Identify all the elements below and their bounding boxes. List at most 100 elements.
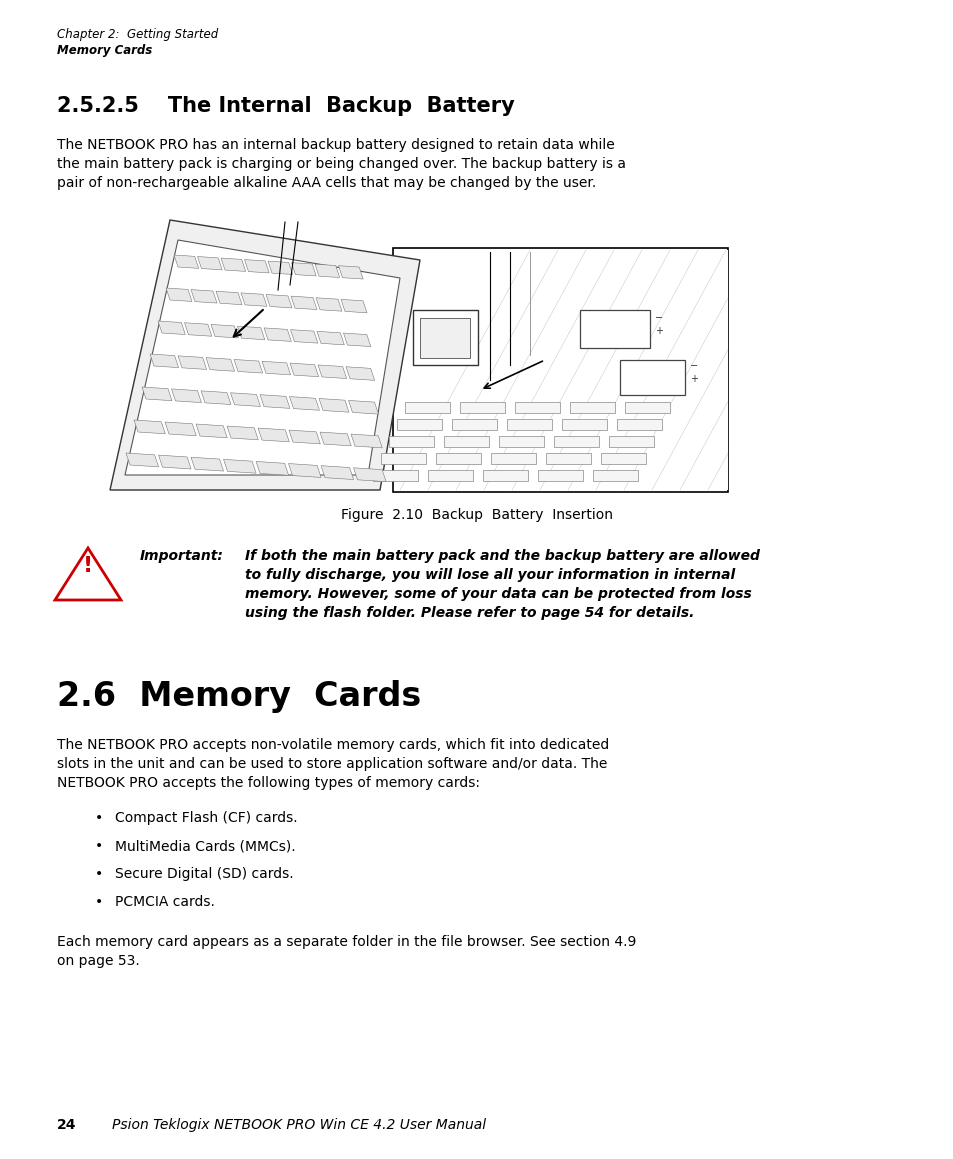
Polygon shape (292, 263, 315, 276)
Bar (554, 436, 598, 447)
Bar (389, 436, 434, 447)
Polygon shape (197, 256, 222, 270)
Text: 2.5.2.5    The Internal  Backup  Battery: 2.5.2.5 The Internal Backup Battery (57, 96, 515, 116)
Bar (569, 402, 615, 413)
Polygon shape (268, 261, 293, 275)
Polygon shape (244, 260, 269, 272)
Polygon shape (348, 400, 378, 414)
Text: −: − (655, 313, 662, 323)
Text: to fully discharge, you will lose all your information in internal: to fully discharge, you will lose all yo… (245, 568, 735, 582)
Polygon shape (133, 420, 165, 433)
Bar (428, 471, 473, 481)
Polygon shape (172, 389, 201, 402)
Bar (413, 309, 477, 365)
Polygon shape (241, 293, 267, 306)
Text: using the flash folder. Please refer to page 54 for details.: using the flash folder. Please refer to … (245, 606, 694, 620)
Polygon shape (142, 387, 172, 401)
Polygon shape (173, 255, 198, 269)
Polygon shape (291, 297, 316, 309)
Polygon shape (320, 466, 354, 480)
Polygon shape (351, 435, 382, 447)
Bar (419, 318, 470, 358)
Text: •: • (95, 867, 103, 881)
Polygon shape (399, 250, 727, 490)
Text: the main battery pack is charging or being changed over. The backup battery is a: the main battery pack is charging or bei… (57, 156, 625, 172)
Text: Memory Cards: Memory Cards (57, 44, 152, 57)
Text: If both the main battery pack and the backup battery are allowed: If both the main battery pack and the ba… (245, 549, 760, 563)
Text: Important:: Important: (140, 549, 224, 563)
Text: Chapter 2:  Getting Started: Chapter 2: Getting Started (57, 28, 218, 41)
Bar (561, 420, 606, 430)
Polygon shape (317, 365, 346, 379)
Polygon shape (319, 432, 351, 446)
Polygon shape (318, 399, 349, 413)
Polygon shape (178, 356, 207, 370)
Text: •: • (95, 811, 103, 825)
Text: pair of non-rechargeable alkaline AAA cells that may be changed by the user.: pair of non-rechargeable alkaline AAA ce… (57, 176, 596, 190)
Polygon shape (221, 258, 246, 271)
Text: Each memory card appears as a separate folder in the file browser. See section 4: Each memory card appears as a separate f… (57, 935, 636, 949)
Bar (600, 453, 645, 464)
Text: The NETBOOK PRO accepts non-volatile memory cards, which fit into dedicated: The NETBOOK PRO accepts non-volatile mem… (57, 738, 609, 752)
Polygon shape (315, 298, 341, 311)
Polygon shape (288, 464, 321, 478)
Bar (537, 471, 582, 481)
Text: PCMCIA cards.: PCMCIA cards. (115, 895, 214, 909)
Polygon shape (255, 461, 289, 475)
Polygon shape (195, 424, 227, 438)
Text: MultiMedia Cards (MMCs).: MultiMedia Cards (MMCs). (115, 839, 295, 853)
Polygon shape (354, 468, 386, 482)
Polygon shape (165, 422, 196, 436)
Text: on page 53.: on page 53. (57, 954, 139, 968)
Bar (624, 402, 669, 413)
Bar (380, 453, 426, 464)
Bar (617, 420, 661, 430)
Bar (482, 471, 527, 481)
Polygon shape (343, 333, 371, 347)
Bar (608, 436, 654, 447)
Bar (545, 453, 590, 464)
Polygon shape (233, 359, 262, 373)
Polygon shape (237, 326, 265, 340)
Polygon shape (289, 430, 320, 444)
Polygon shape (184, 322, 212, 336)
Bar (443, 436, 489, 447)
Polygon shape (166, 287, 192, 301)
Bar (436, 453, 480, 464)
Polygon shape (290, 363, 318, 377)
Bar (593, 471, 638, 481)
Polygon shape (291, 329, 317, 343)
Bar (498, 436, 543, 447)
Polygon shape (266, 294, 292, 308)
Text: The NETBOOK PRO has an internal backup battery designed to retain data while: The NETBOOK PRO has an internal backup b… (57, 138, 614, 152)
Text: NETBOOK PRO accepts the following types of memory cards:: NETBOOK PRO accepts the following types … (57, 777, 479, 790)
Bar (405, 402, 450, 413)
Polygon shape (227, 427, 258, 439)
Polygon shape (55, 548, 121, 600)
Polygon shape (206, 358, 234, 371)
Polygon shape (125, 240, 399, 475)
Polygon shape (264, 328, 291, 342)
Polygon shape (257, 428, 289, 442)
Polygon shape (289, 396, 319, 410)
Polygon shape (260, 395, 290, 408)
Polygon shape (158, 321, 185, 335)
Bar (452, 420, 497, 430)
Text: •: • (95, 895, 103, 909)
Text: Secure Digital (SD) cards.: Secure Digital (SD) cards. (115, 867, 294, 881)
Text: slots in the unit and can be used to store application software and/or data. The: slots in the unit and can be used to sto… (57, 757, 607, 771)
Polygon shape (201, 391, 231, 404)
Bar (506, 420, 552, 430)
Bar (373, 471, 417, 481)
Polygon shape (231, 393, 260, 407)
Text: 2.6  Memory  Cards: 2.6 Memory Cards (57, 680, 421, 713)
Polygon shape (340, 299, 367, 313)
Text: Figure  2.10  Backup  Battery  Insertion: Figure 2.10 Backup Battery Insertion (340, 508, 613, 522)
Polygon shape (150, 353, 178, 367)
Polygon shape (191, 457, 223, 471)
Text: −: − (689, 360, 698, 371)
Text: memory. However, some of your data can be protected from loss: memory. However, some of your data can b… (245, 586, 751, 602)
Text: Compact Flash (CF) cards.: Compact Flash (CF) cards. (115, 811, 297, 825)
Polygon shape (314, 264, 339, 277)
Bar (515, 402, 559, 413)
